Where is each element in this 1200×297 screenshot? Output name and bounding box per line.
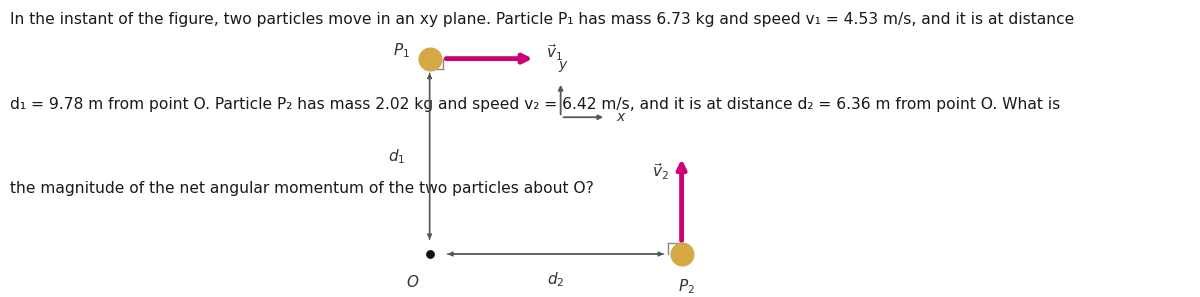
- Text: $\vec{v}_1$: $\vec{v}_1$: [546, 42, 563, 63]
- Text: $P_1$: $P_1$: [392, 42, 409, 60]
- Text: $d_1$: $d_1$: [388, 147, 406, 166]
- Text: $P_2$: $P_2$: [678, 277, 695, 296]
- Text: the magnitude of the net angular momentum of the two particles about O?: the magnitude of the net angular momentu…: [10, 181, 594, 196]
- Text: $y$: $y$: [558, 59, 569, 74]
- Text: d₁ = 9.78 m from point O. Particle P₂ has mass 2.02 kg and speed v₂ = 6.42 m/s, : d₁ = 9.78 m from point O. Particle P₂ ha…: [10, 97, 1060, 112]
- Text: $d_2$: $d_2$: [547, 270, 564, 289]
- Point: [672, 252, 691, 256]
- Text: In the instant of the figure, two particles move in an xy plane. Particle P₁ has: In the instant of the figure, two partic…: [10, 12, 1074, 27]
- Text: $O$: $O$: [406, 274, 420, 290]
- Point: [420, 252, 439, 256]
- Text: $\vec{v}_2$: $\vec{v}_2$: [652, 162, 670, 182]
- Text: $x$: $x$: [616, 110, 626, 124]
- Point: [420, 56, 439, 61]
